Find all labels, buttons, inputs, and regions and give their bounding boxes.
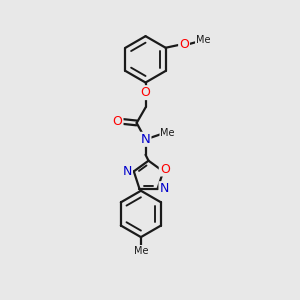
Text: N: N: [141, 133, 150, 146]
Text: O: O: [160, 163, 169, 176]
Text: O: O: [141, 86, 151, 99]
Text: Me: Me: [196, 35, 210, 45]
Text: Me: Me: [160, 128, 175, 138]
Text: Me: Me: [134, 246, 148, 256]
Text: N: N: [159, 182, 169, 195]
Text: O: O: [113, 115, 122, 128]
Text: O: O: [179, 38, 189, 51]
Text: N: N: [123, 165, 132, 178]
